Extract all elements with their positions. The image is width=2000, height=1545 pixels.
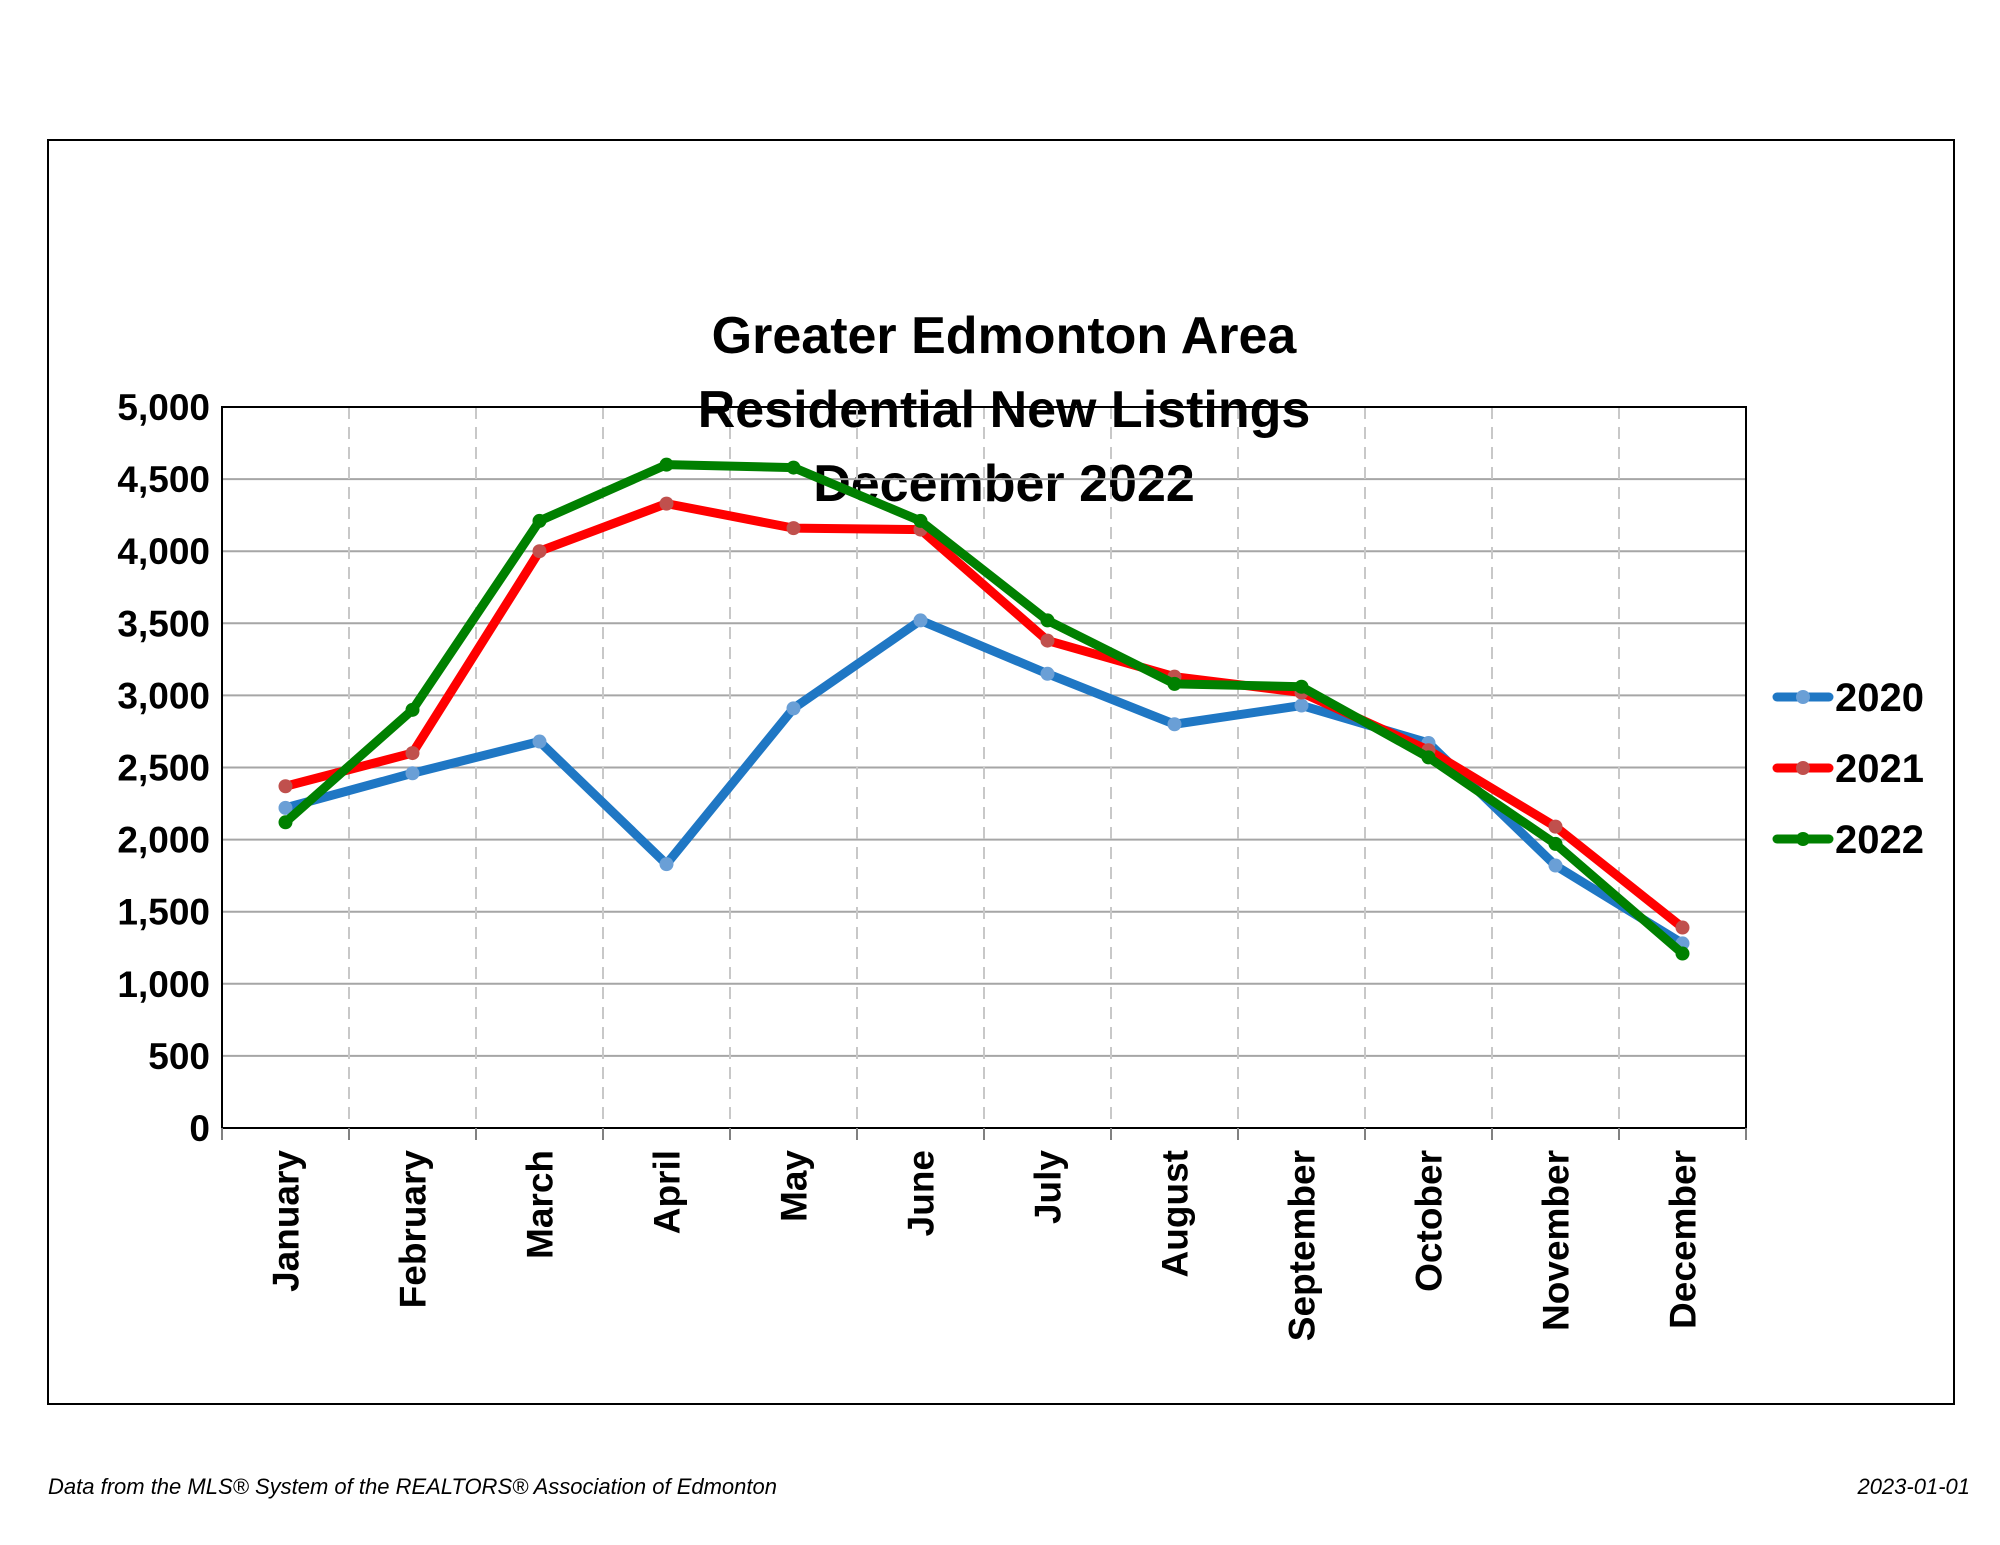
data-point-2020 — [1294, 698, 1309, 713]
data-point-2021 — [278, 779, 293, 794]
x-tick-label: October — [1409, 1150, 1450, 1292]
legend-marker-2020 — [1796, 690, 1810, 704]
chart-title-line-2: Residential New Listings — [698, 381, 1311, 439]
y-tick-label: 4,500 — [117, 459, 210, 500]
data-point-2021 — [659, 496, 674, 511]
series-line-2022 — [281, 460, 1687, 959]
x-tick-label: May — [774, 1150, 815, 1222]
y-tick-label: 3,500 — [117, 603, 210, 644]
line-chart: Greater Edmonton Area Residential New Li… — [117, 307, 1924, 1341]
x-tick-label: June — [901, 1150, 942, 1236]
y-tick-label: 500 — [148, 1036, 210, 1077]
data-point-2022 — [659, 457, 674, 472]
data-point-2022 — [1167, 676, 1182, 691]
legend-marker-2021 — [1796, 761, 1810, 775]
y-tick-label: 4,000 — [117, 531, 210, 572]
data-point-2022 — [913, 513, 928, 528]
y-tick-label: 2,500 — [117, 748, 210, 789]
x-tick-label: November — [1536, 1150, 1577, 1331]
data-point-2022 — [1675, 946, 1690, 961]
legend: 2020 2021 2022 — [1772, 676, 1924, 862]
data-point-2020 — [913, 613, 928, 628]
x-tick-label: February — [393, 1150, 434, 1309]
legend-label-2020: 2020 — [1835, 676, 1924, 720]
data-point-2020 — [786, 701, 801, 716]
y-tick-label: 1,000 — [117, 964, 210, 1005]
x-tick-label: September — [1282, 1150, 1323, 1341]
data-point-2022 — [1294, 679, 1309, 694]
x-tick-label: March — [520, 1150, 561, 1259]
data-point-2020 — [1040, 666, 1055, 681]
axes: 0 500 1,000 1,500 2,000 2,500 3,000 3,500 4,000 4… — [117, 387, 1747, 1341]
y-tick-label: 0 — [189, 1108, 210, 1149]
legend-label-2022: 2022 — [1835, 818, 1924, 862]
data-point-2022 — [786, 460, 801, 475]
chart-frame: Greater Edmonton Area Residential New Li… — [47, 139, 1955, 1405]
data-point-2022 — [405, 702, 420, 717]
y-tick-label: 5,000 — [117, 387, 210, 428]
data-point-2021 — [532, 544, 547, 559]
data-point-2021 — [1548, 819, 1563, 834]
x-tick-label: July — [1028, 1150, 1069, 1224]
x-tick-label: April — [647, 1150, 688, 1234]
legend-marker-2022 — [1796, 832, 1810, 846]
source-note: Data from the MLS® System of the REALTOR… — [48, 1474, 777, 1499]
data-point-2020 — [1548, 858, 1563, 873]
data-point-2021 — [1040, 633, 1055, 648]
data-point-2021 — [405, 746, 420, 761]
data-point-2021 — [786, 521, 801, 536]
data-point-2022 — [1040, 613, 1055, 628]
series — [278, 457, 1690, 961]
x-tick-label: January — [266, 1150, 307, 1292]
chart-title-line-1: Greater Edmonton Area — [712, 307, 1298, 365]
data-point-2020 — [405, 766, 420, 781]
data-point-2021 — [1675, 920, 1690, 935]
report-date: 2023-01-01 — [1857, 1474, 1970, 1499]
data-point-2022 — [278, 815, 293, 830]
data-point-2020 — [659, 857, 674, 872]
y-tick-label: 2,000 — [117, 820, 210, 861]
legend-label-2021: 2021 — [1835, 747, 1924, 791]
data-point-2020 — [1167, 717, 1182, 732]
x-tick-label: August — [1155, 1150, 1196, 1277]
x-tick-label: December — [1663, 1150, 1704, 1329]
data-point-2022 — [1548, 836, 1563, 851]
chart-title: Greater Edmonton Area Residential New Li… — [698, 307, 1311, 513]
series-line-2021 — [281, 499, 1687, 933]
data-point-2020 — [278, 800, 293, 815]
data-point-2020 — [532, 734, 547, 749]
y-tick-label: 1,500 — [117, 892, 210, 933]
data-point-2022 — [532, 513, 547, 528]
data-point-2022 — [1421, 750, 1436, 765]
y-tick-label: 3,000 — [117, 675, 210, 716]
